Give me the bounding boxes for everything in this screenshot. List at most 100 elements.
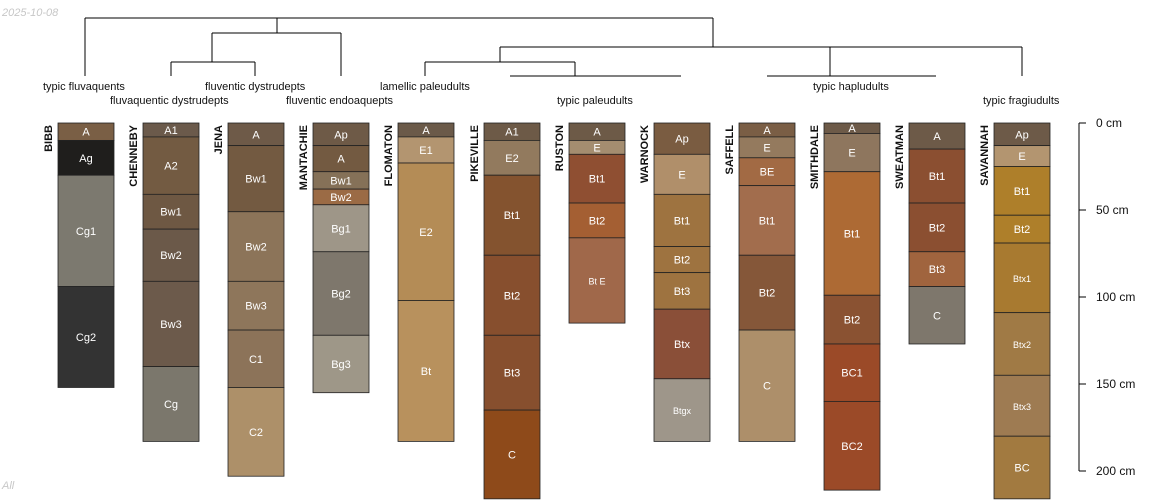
horizon-label: E2 <box>505 153 518 165</box>
profile-name: SMITHDALE <box>809 125 821 189</box>
horizon-block <box>908 148 966 204</box>
soil-profile: PIKEVILLE A1 E2 Bt1 Bt2 Bt3 C <box>469 122 541 500</box>
horizon-label: Bt <box>421 366 431 378</box>
soil-profile: SWEATMAN A Bt1 Bt2 Bt3 C <box>894 122 966 345</box>
horizon-block <box>908 202 966 253</box>
horizon-label: Bw3 <box>245 301 266 313</box>
horizon-block <box>738 329 796 442</box>
horizon-label: A <box>593 127 601 139</box>
depth-tick-label: 0 cm <box>1096 116 1122 130</box>
horizon-block <box>993 374 1051 437</box>
profile-name: PIKEVILLE <box>469 125 481 182</box>
horizon-block <box>568 202 626 239</box>
horizon-block <box>653 378 711 442</box>
soil-profile: BIBB A Ag Cg1 Cg2 <box>43 122 115 388</box>
horizon-label: Bw2 <box>160 250 181 262</box>
horizon-block <box>483 409 541 500</box>
horizon-label: BC <box>1014 463 1029 475</box>
horizon-label: Bw2 <box>330 192 351 204</box>
horizon-label: A1 <box>164 125 177 137</box>
horizon-label: Bt1 <box>844 228 861 240</box>
subgroup-label: typic fluvaquents <box>43 81 125 93</box>
horizon-label: E <box>678 169 685 181</box>
horizon-label: A2 <box>164 161 177 173</box>
depth-tick-label: 150 cm <box>1096 377 1135 391</box>
soil-profile: SMITHDALE A E Bt1 Bt2 BC1 BC2 <box>809 122 881 491</box>
profile-name: BIBB <box>43 125 55 152</box>
horizon-block <box>142 366 200 442</box>
soil-profile: CHENNEBY A1 A2 Bw1 Bw2 Bw3 Cg <box>128 122 200 442</box>
horizon-label: Btx <box>674 339 690 351</box>
horizon-block <box>312 145 370 173</box>
date-stamp: 2025-10-08 <box>2 7 59 19</box>
horizon-label: Bt2 <box>759 288 776 300</box>
horizon-block <box>483 254 541 336</box>
horizon-block <box>738 254 796 331</box>
profile-name: SAVANNAH <box>979 125 991 186</box>
horizon-label: Bw3 <box>160 319 181 331</box>
horizon-label: A <box>422 125 430 137</box>
horizon-block <box>312 204 370 253</box>
horizon-block <box>993 242 1051 314</box>
subgroup-label: typic paleudults <box>557 95 633 107</box>
subgroup-label: fluvaquentic dystrudepts <box>110 95 229 107</box>
horizon-label: Bt1 <box>929 171 946 183</box>
horizon-label: Cg1 <box>76 226 96 238</box>
subgroup-label: fluventic endoaquepts <box>286 95 394 107</box>
dendrogram: typic fluvaquents fluvaquentic dystrudept… <box>43 17 1060 107</box>
horizon-block <box>738 157 796 187</box>
horizon-label: E <box>593 142 600 154</box>
horizon-label: Bt2 <box>1014 224 1031 236</box>
horizon-label: Bg2 <box>331 289 351 301</box>
soil-profile: SAVANNAH Ap E Bt1 Bt2 Btx1 Btx2 Btx3 BC <box>979 122 1051 500</box>
profile-name: RUSTON <box>554 125 566 171</box>
horizon-block <box>483 139 541 176</box>
horizon-block <box>483 174 541 256</box>
horizon-label: C <box>763 381 771 393</box>
horizon-label: Btx3 <box>1013 402 1031 412</box>
horizon-block <box>397 300 455 442</box>
depth-tick-label: 50 cm <box>1096 203 1129 217</box>
profile-name: MANTACHIE <box>298 125 310 190</box>
horizon-label: Bt2 <box>504 290 521 302</box>
horizon-block <box>993 435 1051 500</box>
horizon-block <box>57 174 115 287</box>
horizon-label: Bt2 <box>589 215 606 227</box>
horizon-label: Bt E <box>588 276 605 286</box>
horizon-label: Bw1 <box>160 207 181 219</box>
horizon-label: Bt2 <box>674 255 691 267</box>
soil-profile: SAFFELL AE BE Bt1 Bt2 C <box>724 122 796 442</box>
horizon-block <box>653 122 711 155</box>
horizon-block <box>312 251 370 336</box>
horizon-label: Ag <box>79 153 92 165</box>
horizon-label: C <box>508 449 516 461</box>
horizon-label: Ap <box>334 129 347 141</box>
horizon-block <box>568 153 626 204</box>
horizon-block <box>397 162 455 301</box>
horizon-label: Bw1 <box>245 174 266 186</box>
horizon-label: Bt2 <box>844 315 861 327</box>
horizon-label: Bt3 <box>674 286 691 298</box>
soil-profile: RUSTON AE Bt1 Bt2 Bt E <box>554 122 626 324</box>
horizon-block <box>653 193 711 247</box>
horizon-label: C1 <box>249 354 263 366</box>
horizon-block <box>568 237 626 324</box>
horizon-label: BC1 <box>841 368 862 380</box>
horizon-label: Bt3 <box>504 368 521 380</box>
footer-label: All <box>2 480 15 492</box>
horizon-label: Bt1 <box>589 174 606 186</box>
subgroup-label: fluventic dystrudepts <box>205 81 306 93</box>
horizon-label: A <box>763 125 771 137</box>
horizon-label: Cg <box>164 399 178 411</box>
horizon-block <box>993 312 1051 376</box>
horizon-block <box>227 280 285 331</box>
soil-profile: WARNOCK Ap E Bt1 Bt2 Bt3 Btx Btgx <box>639 122 711 442</box>
horizon-label: Btx2 <box>1013 340 1031 350</box>
profile-name: JENA <box>213 125 225 154</box>
subgroup-label: typic fragiudults <box>983 95 1060 107</box>
horizon-label: Btgx <box>673 406 692 416</box>
horizon-label: Bt3 <box>929 264 946 276</box>
horizon-block <box>993 214 1051 244</box>
horizon-block <box>312 334 370 394</box>
